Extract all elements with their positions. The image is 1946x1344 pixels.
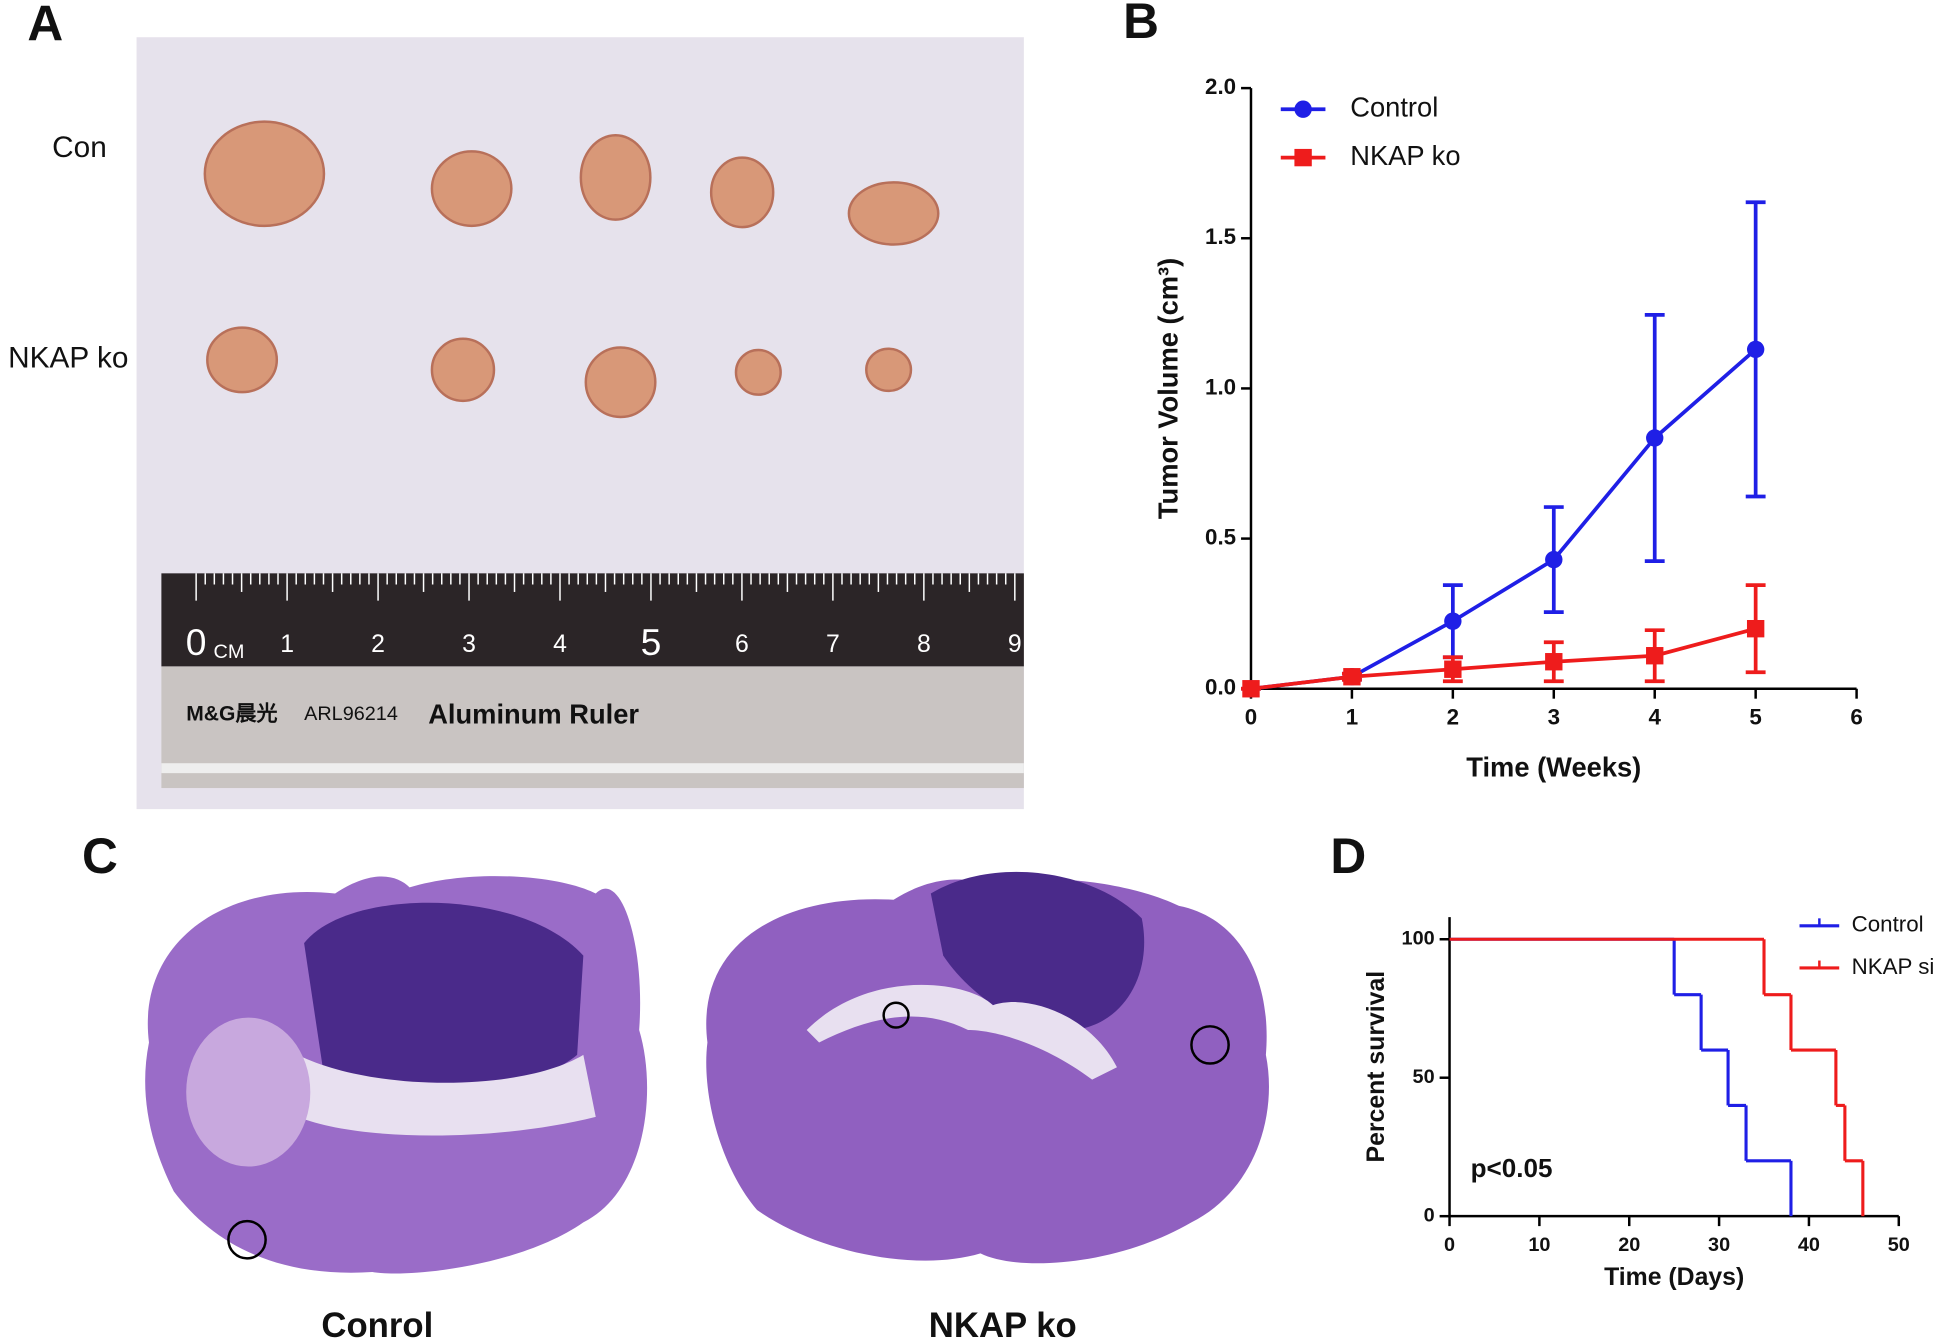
marker bbox=[1545, 550, 1563, 569]
y-tick-label: 2.0 bbox=[1205, 74, 1236, 99]
ruler-ticks bbox=[195, 573, 1016, 601]
ruler-number: 3 bbox=[462, 631, 476, 658]
ruler-number: 8 bbox=[917, 631, 931, 658]
panel-label: A bbox=[27, 0, 63, 51]
marker bbox=[1444, 660, 1462, 678]
x-tick-label: 6 bbox=[1850, 704, 1862, 729]
x-tick-label: 5 bbox=[1749, 704, 1761, 729]
row-label: Con bbox=[52, 131, 107, 164]
ruler-number: 2 bbox=[371, 631, 385, 658]
x-tick-label: 2 bbox=[1447, 704, 1459, 729]
legend-label: NKAP ko bbox=[1350, 140, 1460, 171]
y-tick-label: 0 bbox=[1424, 1204, 1435, 1226]
marker bbox=[1646, 429, 1664, 447]
y-tick-label: 0.5 bbox=[1205, 524, 1236, 549]
marker bbox=[1242, 680, 1260, 698]
x-tick-label: 0 bbox=[1245, 704, 1257, 729]
x-tick-label: 3 bbox=[1548, 704, 1560, 729]
row-label: NKAP ko bbox=[8, 342, 128, 375]
x-axis-title: Time (Days) bbox=[1604, 1264, 1744, 1291]
ruler-brand: M&G晨光 bbox=[186, 701, 277, 725]
y-tick-label: 50 bbox=[1413, 1066, 1435, 1088]
marker bbox=[1343, 668, 1361, 686]
y-tick-label: 100 bbox=[1402, 928, 1435, 950]
y-axis-title: Tumor Volume (cm³) bbox=[1153, 258, 1184, 519]
ruler-unit: CM bbox=[214, 641, 245, 663]
y-tick-label: 0.0 bbox=[1205, 675, 1236, 700]
ruler-number: 4 bbox=[553, 631, 567, 658]
ruler-scale bbox=[161, 573, 1024, 667]
legend-label: Control bbox=[1350, 91, 1438, 122]
x-axis-title: Time (Weeks) bbox=[1466, 752, 1641, 783]
ruler-number: 0 bbox=[186, 621, 207, 663]
ruler-number: 1 bbox=[280, 631, 294, 658]
series-line bbox=[1250, 347, 1757, 691]
brain-section bbox=[145, 876, 648, 1274]
ruler-name: Aluminum Ruler bbox=[428, 698, 639, 729]
region-marker bbox=[227, 1219, 267, 1260]
section-caption: NKAP ko bbox=[929, 1307, 1077, 1344]
legend-label: NKAP si bbox=[1852, 954, 1935, 979]
annotation: p<0.05 bbox=[1471, 1153, 1553, 1183]
tumors bbox=[203, 120, 940, 419]
legend-marker bbox=[1294, 100, 1312, 118]
section-caption: Conrol bbox=[321, 1307, 433, 1344]
x-tick-label: 50 bbox=[1888, 1234, 1910, 1256]
brain-section bbox=[706, 871, 1269, 1264]
x-tick-label: 1 bbox=[1346, 704, 1358, 729]
y-tick-label: 1.5 bbox=[1205, 224, 1236, 249]
x-tick-label: 4 bbox=[1649, 704, 1662, 729]
x-tick-label: 0 bbox=[1444, 1234, 1455, 1256]
panel-label: C bbox=[82, 828, 118, 884]
legend-label: Control bbox=[1852, 912, 1924, 937]
legend-marker bbox=[1294, 148, 1312, 167]
x-tick-label: 10 bbox=[1528, 1234, 1550, 1256]
x-tick-label: 30 bbox=[1708, 1234, 1730, 1256]
ruler-number: 7 bbox=[826, 631, 840, 658]
x-tick-label: 40 bbox=[1798, 1234, 1820, 1256]
ruler-edge bbox=[161, 763, 1024, 774]
ruler-model: ARL96214 bbox=[304, 703, 398, 725]
ruler-number: 6 bbox=[735, 631, 749, 658]
y-tick-label: 1.0 bbox=[1205, 374, 1236, 399]
ruler-number: 5 bbox=[641, 621, 662, 663]
panel-label: B bbox=[1123, 0, 1159, 49]
x-tick-label: 20 bbox=[1618, 1234, 1640, 1256]
marker bbox=[1545, 653, 1563, 671]
panel-label: D bbox=[1330, 828, 1366, 884]
marker bbox=[1646, 647, 1664, 665]
marker bbox=[1746, 340, 1765, 359]
y-axis-title: Percent survival bbox=[1363, 971, 1390, 1163]
marker bbox=[1746, 620, 1765, 638]
ruler-number: 9 bbox=[1008, 631, 1022, 658]
marker bbox=[1444, 612, 1462, 630]
series-line bbox=[1250, 626, 1757, 691]
